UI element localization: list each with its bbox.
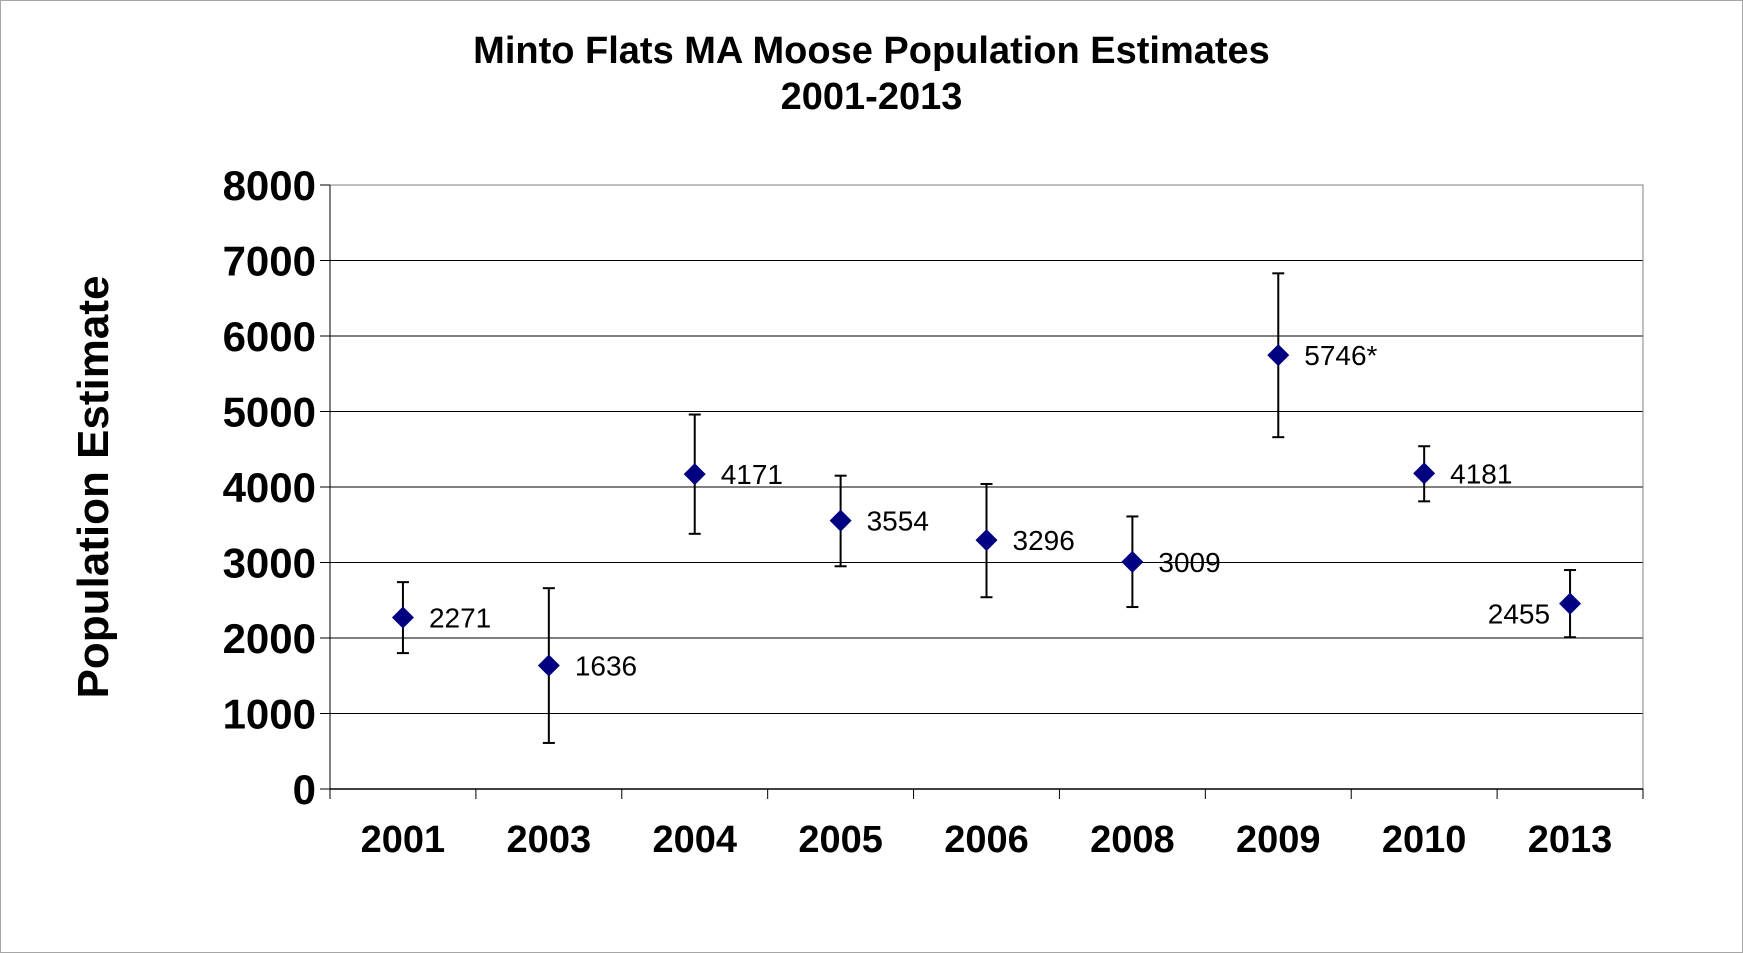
data-point (1121, 550, 1144, 573)
x-tick-label: 2013 (1528, 819, 1613, 861)
data-label: 2455 (1488, 599, 1550, 630)
data-point (1267, 344, 1290, 367)
data-point (829, 509, 852, 532)
data-label: 5746* (1304, 340, 1377, 371)
y-tick-label: 5000 (223, 389, 316, 436)
y-tick-label: 2000 (223, 615, 316, 662)
x-tick-label: 2001 (361, 819, 446, 861)
y-tick-label: 6000 (223, 313, 316, 360)
x-tick-label: 2006 (944, 819, 1029, 861)
data-label: 3009 (1158, 547, 1220, 578)
axes (320, 184, 1644, 799)
x-tick-label: 2004 (652, 819, 737, 861)
y-tick-labels: 0 1000 2000 3000 4000 5000 6000 7000 8000 (223, 162, 316, 813)
data-label: 4181 (1450, 458, 1512, 489)
y-tick-label: 0 (293, 766, 316, 813)
data-point (537, 654, 560, 677)
data-label: 4171 (721, 459, 783, 490)
data-points: 2271 1636 4171 3554 3296 3009 5746* 4181 2455 (391, 272, 1582, 744)
data-point (1413, 462, 1436, 485)
chart-subtitle: 2001-2013 (780, 76, 963, 118)
y-axis-label: Population Estimate (69, 276, 118, 699)
chart-title: Minto Flats MA Moose Population Estimate… (473, 30, 1270, 72)
x-tick-label: 2008 (1090, 819, 1175, 861)
data-point (683, 463, 706, 486)
y-tick-label: 4000 (223, 464, 316, 511)
x-tick-label: 2003 (507, 819, 592, 861)
y-tick-label: 1000 (223, 691, 316, 738)
data-label: 3554 (867, 506, 929, 537)
y-tick-label: 3000 (223, 540, 316, 587)
data-label: 1636 (575, 650, 637, 681)
gridlines (330, 184, 1643, 714)
data-label: 2271 (429, 603, 491, 634)
data-label: 3296 (1013, 525, 1075, 556)
x-tick-label: 2010 (1382, 819, 1467, 861)
data-point (1559, 592, 1582, 615)
data-point (391, 606, 414, 629)
y-tick-label: 7000 (223, 238, 316, 285)
x-tick-label: 2009 (1236, 819, 1321, 861)
x-tick-labels: 2001 2003 2004 2005 2006 2008 2009 2010 2013 (361, 819, 1613, 861)
data-point (975, 529, 998, 552)
y-tick-label: 8000 (223, 162, 316, 209)
x-tick-label: 2005 (798, 819, 883, 861)
